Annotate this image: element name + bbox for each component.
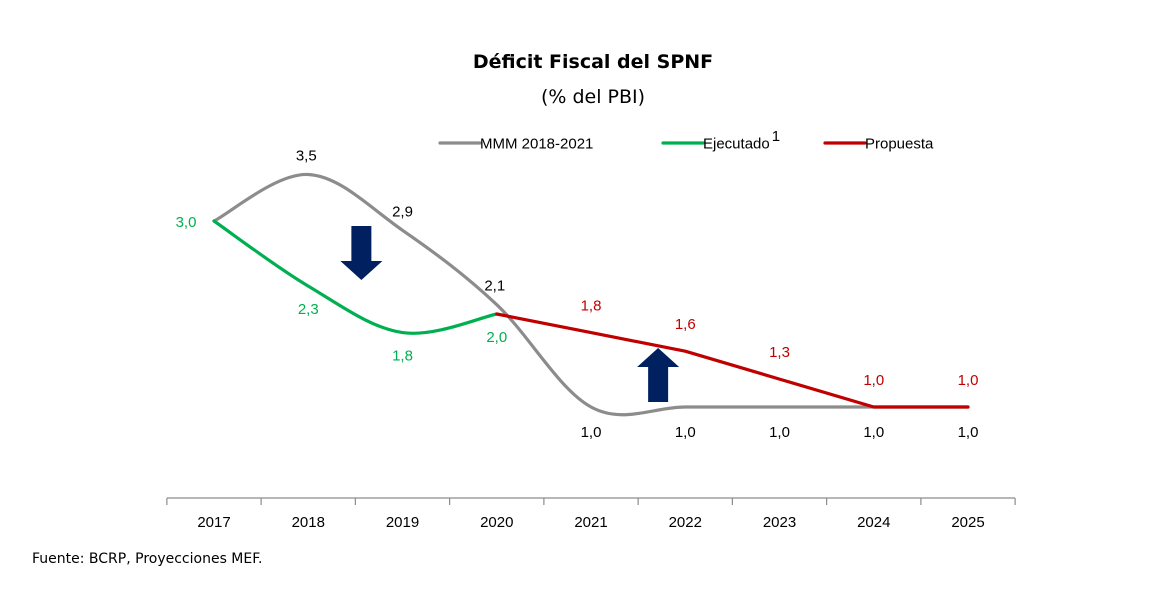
legend-label: MMM 2018-2021 — [480, 136, 593, 153]
arrow-down-icon — [340, 226, 383, 280]
data-label: 2,3 — [298, 301, 319, 318]
x-tick-label: 2024 — [857, 514, 890, 531]
legend-item: Ejecutado 1 — [661, 128, 780, 153]
data-label: 2,9 — [392, 203, 413, 220]
x-tick-label: 2021 — [574, 514, 607, 531]
x-tick-label: 2020 — [480, 514, 513, 531]
x-tick-label: 2023 — [763, 514, 796, 531]
legend-label: Ejecutado — [703, 136, 770, 153]
series-line-ejecutado — [212, 219, 499, 335]
series-line-propuesta — [495, 312, 970, 409]
x-tick-label: 2022 — [669, 514, 702, 531]
series-line-mmm-2018-2021 — [212, 172, 970, 417]
chart-subtitle: (% del PBI) — [540, 86, 646, 108]
data-label: 1,0 — [863, 424, 884, 441]
legend-superscript: 1 — [772, 128, 780, 145]
x-tick-label: 2025 — [951, 514, 984, 531]
data-label: 3,0 — [176, 214, 197, 231]
legend-label: Propuesta — [865, 136, 934, 153]
data-label: 1,0 — [863, 372, 884, 389]
arrow-up-icon — [637, 348, 680, 402]
x-tick-label: 2017 — [197, 514, 230, 531]
data-label: 2,1 — [484, 278, 505, 295]
data-label: 1,0 — [958, 424, 979, 441]
legend-item: Propuesta — [823, 136, 934, 153]
x-tick-label: 2018 — [292, 514, 325, 531]
chart-title: Déficit Fiscal del SPNF — [472, 51, 714, 73]
data-label: 1,0 — [769, 424, 790, 441]
data-label: 1,0 — [581, 424, 602, 441]
data-label: 3,5 — [296, 148, 317, 165]
data-label: 1,8 — [392, 348, 413, 365]
source-note: Fuente: BCRP, Proyecciones MEF. — [32, 551, 263, 567]
data-label: 2,0 — [486, 329, 507, 346]
data-label: 1,6 — [675, 316, 696, 333]
data-label: 1,3 — [769, 344, 790, 361]
data-label: 1,0 — [958, 372, 979, 389]
legend-item: MMM 2018-2021 — [438, 136, 593, 153]
x-tick-label: 2019 — [386, 514, 419, 531]
data-label: 1,8 — [581, 298, 602, 315]
data-label: 1,0 — [675, 424, 696, 441]
